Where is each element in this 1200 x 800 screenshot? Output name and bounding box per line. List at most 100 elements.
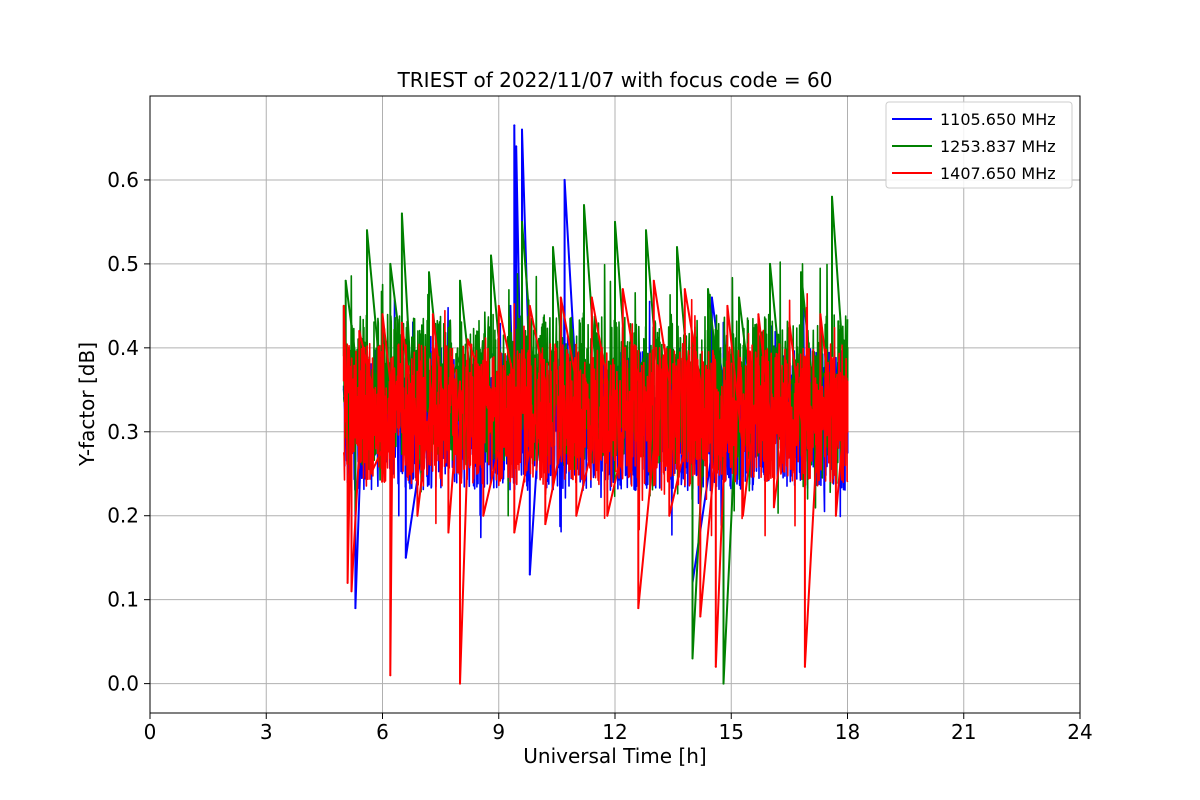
data-point: [381, 313, 384, 316]
data-point: [614, 220, 616, 223]
data-point: [521, 128, 523, 131]
data-point: [391, 388, 394, 391]
data-point: [346, 581, 349, 584]
data-point: [563, 178, 566, 181]
data-point: [707, 288, 709, 291]
data-point: [652, 279, 655, 282]
data-point: [354, 607, 357, 610]
data-point: [416, 514, 419, 517]
data-point: [769, 262, 771, 265]
data-point: [846, 430, 849, 433]
x-tick-label: 15: [719, 720, 744, 744]
data-point: [757, 313, 760, 316]
y-tick-label: 0.2: [107, 504, 139, 528]
x-axis: 0 3 6 9 12 15 18 21 24: [144, 713, 1093, 744]
legend-label: 1407.650 MHz: [940, 164, 1056, 183]
data-point: [431, 313, 434, 316]
data-point: [482, 514, 485, 517]
data-point: [738, 296, 740, 299]
data-point: [521, 220, 523, 223]
data-point: [350, 590, 353, 593]
x-tick-label: 24: [1067, 720, 1092, 744]
data-point: [513, 531, 516, 534]
series-layer: [342, 124, 849, 685]
data-point: [515, 145, 518, 148]
data-point: [637, 607, 640, 610]
x-tick-label: 21: [951, 720, 976, 744]
data-point: [668, 514, 671, 517]
data-point: [389, 674, 392, 677]
data-point: [513, 124, 516, 127]
data-point: [344, 279, 347, 282]
data-point: [683, 288, 686, 291]
data-point: [590, 296, 593, 299]
data-point: [528, 573, 531, 576]
data-point: [803, 665, 806, 668]
data-point: [741, 514, 744, 517]
data-point: [583, 204, 585, 207]
data-point: [459, 682, 461, 685]
legend-box: [885, 101, 1073, 189]
data-point: [552, 246, 554, 249]
y-tick-label: 0.3: [107, 420, 139, 444]
data-point: [528, 304, 531, 307]
data-point: [710, 296, 713, 299]
x-axis-label: Universal Time [h]: [523, 744, 706, 768]
x-tick-label: 6: [376, 720, 389, 744]
data-point: [606, 514, 609, 517]
y-axis-label: Y-factor [dB]: [75, 342, 99, 467]
data-point: [404, 556, 407, 559]
data-point: [466, 338, 469, 341]
data-point: [726, 304, 729, 307]
data-point: [400, 321, 403, 324]
legend-label: 1105.650 MHz: [940, 110, 1056, 129]
data-point: [834, 514, 837, 517]
chart-title: TRIEST of 2022/11/07 with focus code = 6…: [397, 68, 833, 92]
y-axis: 0.0 0.1 0.2 0.3 0.4 0.5 0.6: [107, 168, 150, 696]
data-point: [772, 506, 775, 509]
y-tick-label: 0.6: [107, 168, 139, 192]
data-point: [358, 330, 361, 332]
x-tick-label: 12: [602, 720, 627, 744]
data-point: [490, 254, 492, 257]
legend: 1105.650 MHz 1253.837 MHz 1407.650 MHz: [885, 101, 1073, 189]
legend-label: 1253.837 MHz: [940, 137, 1056, 156]
data-point: [389, 262, 392, 265]
x-tick-label: 3: [260, 720, 273, 744]
data-point: [366, 229, 368, 232]
data-point: [831, 195, 833, 198]
data-point: [400, 212, 403, 215]
data-point: [369, 472, 372, 475]
data-point: [447, 531, 450, 534]
data-point: [846, 346, 849, 349]
series-line: [342, 279, 849, 685]
y-tick-label: 0.1: [107, 588, 139, 612]
series-trace: [343, 293, 849, 537]
data-point: [788, 321, 791, 324]
data-point: [459, 279, 461, 282]
x-tick-label: 0: [144, 720, 157, 744]
data-point: [676, 246, 678, 249]
y-tick-label: 0.4: [107, 336, 139, 360]
data-point: [559, 296, 562, 299]
data-point: [714, 665, 717, 668]
y-tick-label: 0.0: [107, 672, 139, 696]
data-point: [497, 304, 500, 307]
data-point: [691, 657, 694, 660]
data-point: [722, 682, 725, 685]
data-point: [428, 271, 430, 274]
data-point: [645, 229, 647, 232]
x-tick-label: 9: [492, 720, 505, 744]
data-point: [699, 615, 702, 618]
data-point: [342, 304, 345, 307]
data-point: [509, 304, 512, 307]
data-point: [819, 313, 822, 316]
data-point: [544, 523, 547, 526]
data-point: [621, 288, 624, 291]
series-3: [342, 279, 849, 685]
y-tick-label: 0.5: [107, 252, 139, 276]
x-tick-label: 18: [835, 720, 860, 744]
data-point: [575, 514, 578, 517]
data-point: [800, 271, 802, 274]
